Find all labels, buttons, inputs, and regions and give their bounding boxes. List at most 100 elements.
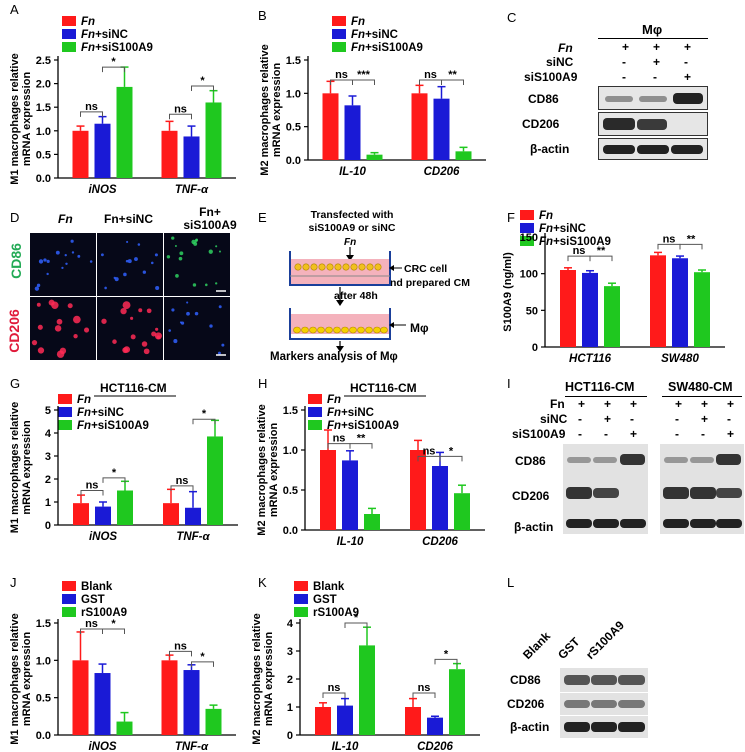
- legend-label: Fn+siS100A9: [351, 42, 423, 54]
- significance-bracket: [439, 455, 463, 462]
- mark: -: [578, 412, 582, 426]
- panel-i-group-hct116: HCT116-CM: [565, 380, 635, 394]
- x-tick-label: CD206: [422, 536, 458, 548]
- panel-l-col-rs100a9: rS100A9: [583, 618, 627, 662]
- panel-letter-k: K: [258, 575, 267, 590]
- if-cell: [208, 249, 213, 254]
- y-tick-label: 1: [287, 702, 293, 714]
- bar: [359, 645, 375, 735]
- bar: [582, 272, 598, 347]
- if-cell: [155, 285, 160, 291]
- panel-c-band-cd206: [598, 112, 708, 136]
- significance-label: **: [357, 433, 366, 445]
- panel-c-title: Mφ: [642, 22, 663, 37]
- if-cell: [146, 308, 152, 314]
- panel-e-step1: Transfected with siS100A9 or siNC: [308, 209, 396, 234]
- bar: [161, 660, 178, 735]
- if-cell: [154, 253, 158, 257]
- panel-e-step3: Markers analysis of Mφ: [270, 351, 398, 363]
- panel-i-blot-actin-label: β-actin: [514, 520, 554, 534]
- significance-bracket: [589, 255, 613, 262]
- panel-letter-i: I: [507, 376, 511, 391]
- panel-e-mphi: Mφ: [410, 321, 429, 335]
- legend-swatch: [308, 394, 322, 404]
- significance-bracket: [169, 113, 192, 120]
- y-axis-label: M2 macrophages relativemRNA expression: [259, 44, 283, 175]
- significance-bracket: [80, 111, 103, 117]
- if-cell: [175, 274, 179, 278]
- significance-label: **: [448, 69, 457, 81]
- if-cell: [73, 333, 78, 339]
- panel-l-blot-cd86-label: CD86: [510, 673, 541, 687]
- mark: -: [684, 55, 688, 69]
- legend-swatch: [332, 16, 346, 26]
- if-cell: [151, 331, 157, 337]
- panel-c-row-sinc: siNC: [546, 55, 574, 69]
- chart-title: HCT116-CM: [350, 381, 417, 395]
- if-cell: [218, 305, 222, 309]
- significance-label: ns: [333, 433, 346, 445]
- y-tick-label: 1: [45, 497, 51, 509]
- panel-e-schematic: Transfected with siS100A9 or siNC Fn CRC…: [268, 205, 493, 370]
- significance-bracket: [441, 79, 464, 85]
- bar: [344, 105, 361, 160]
- legend-swatch: [332, 42, 346, 52]
- bar: [183, 136, 200, 178]
- significance-bracket: [349, 443, 373, 449]
- panel-l-col-blank: Blank: [520, 628, 554, 662]
- if-cell: [67, 303, 73, 309]
- panel-i-row-sis100a9: siS100A9: [512, 427, 566, 441]
- panel-letter-d: D: [10, 210, 20, 225]
- if-cell: [168, 329, 172, 332]
- bar: [411, 93, 428, 160]
- if-cell: [56, 318, 63, 325]
- bar: [116, 86, 133, 178]
- bar: [342, 460, 358, 530]
- significance-label: **: [597, 245, 606, 257]
- x-tick-label: CD206: [417, 741, 453, 752]
- bar: [454, 493, 470, 530]
- if-cell: [215, 282, 218, 285]
- panel-l-blot: Blank GST rS100A9 CD86 CD206 β-actin: [507, 590, 740, 740]
- x-tick-label: IL-10: [337, 536, 364, 548]
- mark: +: [630, 427, 638, 441]
- bar: [650, 255, 666, 347]
- y-tick-label: 0.5: [36, 149, 51, 161]
- if-cell: [61, 266, 64, 269]
- panel-c-row-sis100a9: siS100A9: [524, 70, 578, 84]
- significance-label: *: [354, 612, 359, 624]
- if-cell: [77, 254, 81, 258]
- legend-label: Fn+siNC: [351, 29, 398, 41]
- bar: [117, 490, 133, 525]
- panel-i-row-sinc: siNC: [540, 412, 568, 426]
- panel-i-line-1: [565, 396, 647, 397]
- if-cell: [142, 270, 147, 274]
- if-cell: [138, 308, 143, 313]
- y-tick-label: 1.5: [36, 102, 51, 114]
- if-cell: [114, 277, 119, 282]
- legend-label: Fn+siNC: [327, 407, 374, 419]
- if-cell: [127, 259, 132, 264]
- if-cell: [36, 283, 41, 288]
- legend-label: GST: [313, 594, 337, 606]
- bar: [185, 507, 201, 525]
- y-tick-label: 1.5: [286, 55, 301, 67]
- if-cell: [179, 321, 182, 324]
- legend-swatch: [308, 407, 322, 417]
- legend-label: Fn+siS100A9: [327, 420, 399, 432]
- bar: [694, 272, 710, 347]
- mark: -: [675, 412, 679, 426]
- significance-bracket: [434, 658, 458, 665]
- y-tick-label: 0.5: [286, 122, 301, 134]
- if-cell: [56, 350, 65, 358]
- x-tick-label: IL-10: [339, 166, 366, 178]
- panel-letter-f: F: [507, 210, 515, 225]
- panel-c-row-fn: Fn: [558, 41, 573, 55]
- panel-i-blot-cd206-label: CD206: [512, 489, 550, 503]
- panel-letter-e: E: [258, 210, 267, 225]
- legend-label: Fn+siS100A9: [77, 420, 149, 432]
- significance-label: *: [111, 56, 116, 68]
- significance-bracket: [322, 692, 346, 698]
- mark: +: [701, 397, 709, 411]
